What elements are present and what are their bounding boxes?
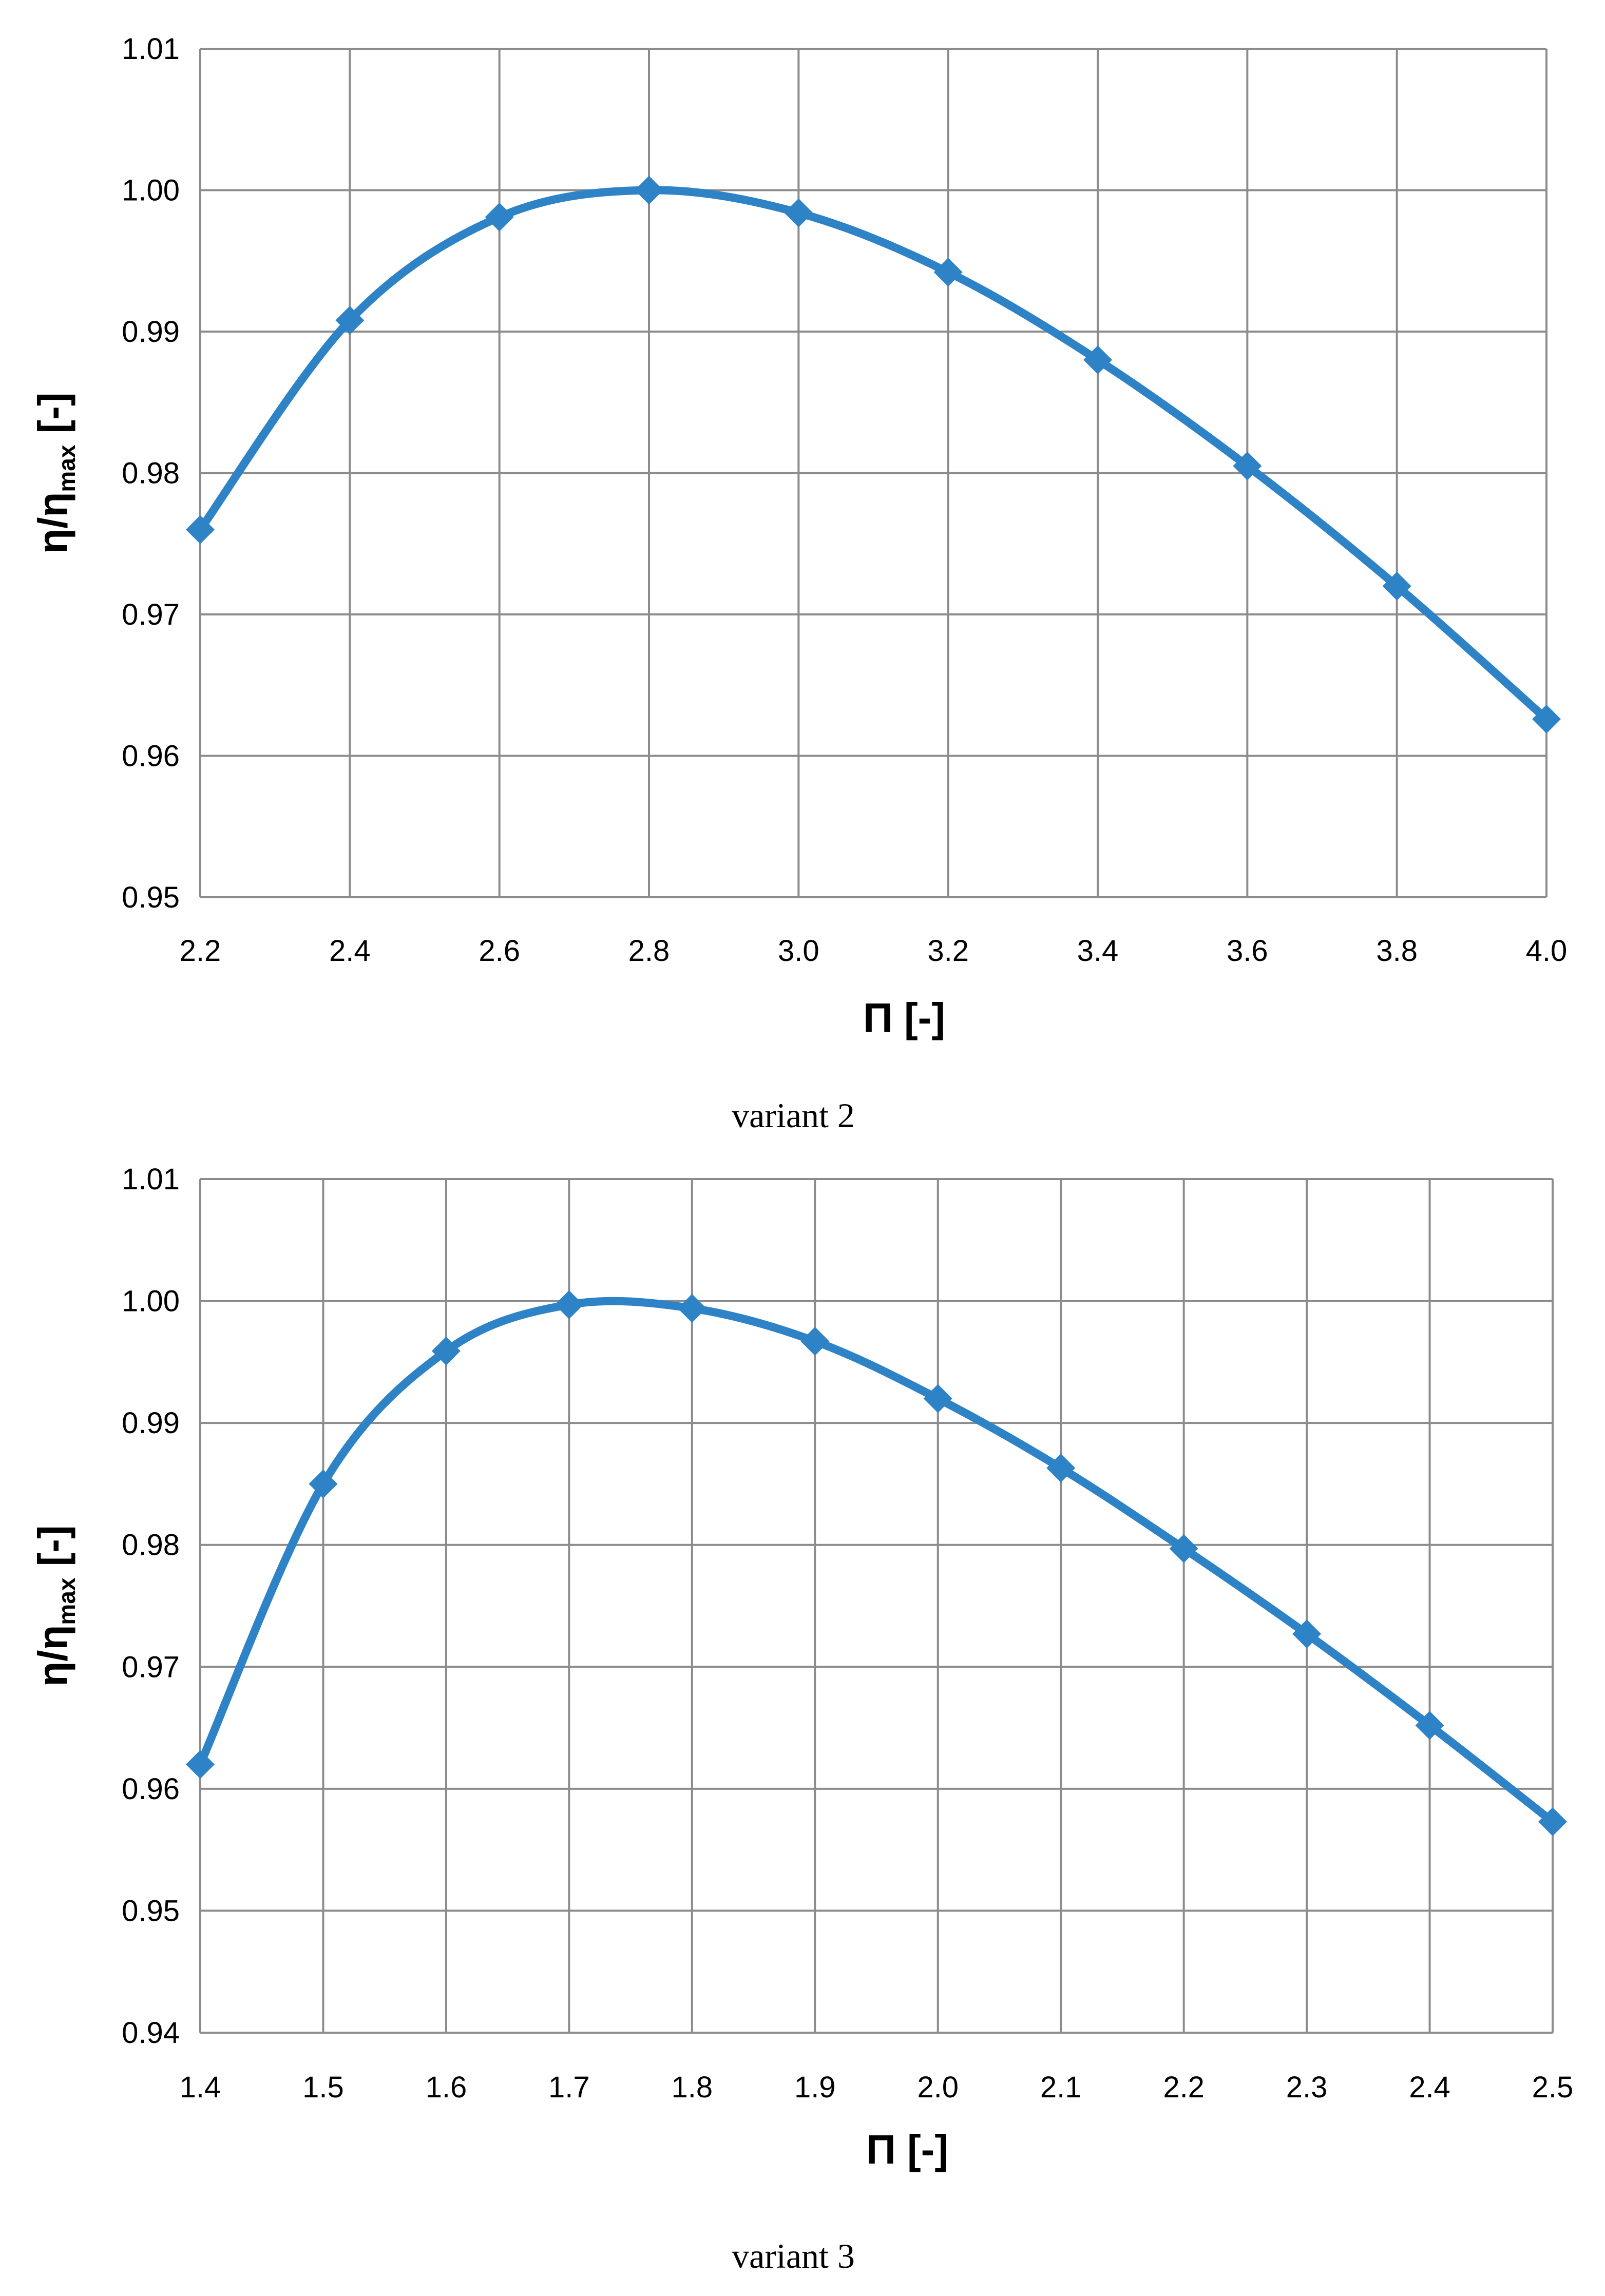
x-tick-label: 1.9	[794, 2071, 836, 2104]
x-tick-label: 1.5	[302, 2071, 344, 2104]
x-tick-label: 4.0	[1526, 934, 1568, 968]
x-axis-label: Π [-]	[866, 2127, 948, 2172]
x-tick-label: 2.0	[917, 2071, 959, 2104]
data-point-marker	[186, 1750, 215, 1779]
y-tick-label: 0.95	[122, 881, 180, 914]
x-tick-label: 2.2	[180, 934, 221, 968]
x-tick-label: 2.5	[1532, 2071, 1574, 2104]
y-tick-label: 0.96	[122, 1772, 180, 1806]
data-point-marker	[677, 1294, 706, 1323]
x-tick-label: 1.8	[671, 2071, 713, 2104]
data-point-marker	[784, 198, 813, 227]
y-axis-label-subscript: max	[53, 1577, 80, 1625]
chart-caption: variant 2	[732, 1096, 855, 1135]
data-point-marker	[335, 305, 365, 335]
y-axis-label-subscript: max	[53, 445, 80, 492]
x-tick-label: 2.8	[628, 934, 670, 968]
data-point-marker	[1538, 1807, 1567, 1837]
y-axis-label-suffix: [-]	[30, 1525, 75, 1577]
y-tick-label: 0.98	[122, 1529, 180, 1562]
y-tick-label: 1.00	[122, 174, 180, 207]
data-point-marker	[1532, 704, 1561, 734]
y-tick-label: 0.95	[122, 1894, 180, 1927]
x-tick-label: 2.4	[1409, 2071, 1450, 2104]
y-tick-label: 0.94	[122, 2016, 180, 2050]
y-tick-label: 0.99	[122, 1406, 180, 1440]
data-point-marker	[635, 176, 663, 205]
x-tick-label: 3.2	[927, 934, 969, 968]
data-point-marker	[923, 1384, 952, 1413]
y-tick-label: 1.00	[122, 1285, 180, 1318]
x-tick-label: 2.4	[329, 934, 371, 968]
y-axis-label: η/ηmax [-]	[30, 1525, 80, 1686]
data-point-marker	[431, 1336, 461, 1365]
y-tick-label: 0.97	[122, 1650, 180, 1684]
chart-caption: variant 3	[732, 2236, 855, 2275]
series-line	[196, 186, 1551, 723]
y-tick-label: 1.01	[122, 1163, 180, 1196]
data-point-marker	[485, 202, 514, 231]
x-tick-label: 1.7	[548, 2071, 590, 2104]
x-tick-label: 3.4	[1077, 934, 1119, 968]
y-tick-label: 0.96	[122, 740, 180, 773]
x-tick-label: 1.6	[426, 2071, 467, 2104]
data-point-marker	[1083, 345, 1112, 375]
data-point-marker	[309, 1469, 338, 1498]
x-tick-label: 2.6	[479, 934, 520, 968]
y-axis-label-base: η/η	[30, 1625, 75, 1687]
x-tick-label: 2.2	[1163, 2071, 1205, 2104]
data-point-marker	[186, 515, 215, 544]
data-point-marker	[1292, 1619, 1322, 1649]
y-axis-label-base: η/η	[30, 492, 75, 554]
data-point-marker	[800, 1326, 830, 1356]
x-tick-label: 3.0	[778, 934, 819, 968]
y-axis-label-suffix: [-]	[30, 392, 75, 445]
y-tick-label: 0.99	[122, 315, 180, 349]
y-axis-label: η/ηmax [-]	[30, 392, 80, 553]
data-point-marker	[1382, 571, 1411, 601]
x-axis-label: Π [-]	[863, 995, 945, 1040]
series-line	[196, 1297, 1557, 1826]
data-point-marker	[1046, 1454, 1076, 1483]
y-tick-label: 1.01	[122, 32, 180, 66]
data-point-marker	[1415, 1711, 1444, 1740]
chart-variant-3: 1.4 1.5 1.6 1.7 1.8 1.9 2.0 2.1 2.2 2.3 2.4 2.5 0.94…	[30, 1163, 1573, 2275]
data-point-marker	[933, 258, 963, 287]
x-tick-label: 1.4	[180, 2071, 221, 2104]
data-point-marker	[1169, 1534, 1198, 1563]
data-point-marker	[1233, 451, 1262, 480]
x-tick-label: 3.8	[1376, 934, 1418, 968]
data-point-marker	[555, 1290, 584, 1319]
x-tick-label: 2.1	[1040, 2071, 1082, 2104]
y-tick-label: 0.97	[122, 598, 180, 631]
x-tick-label: 2.3	[1286, 2071, 1328, 2104]
y-tick-label: 0.98	[122, 457, 180, 490]
chart-variant-2: 2.2 2.4 2.6 2.8 3.0 3.2 3.4 3.6 3.8 4.0 0.95 0.96 0.…	[30, 32, 1567, 1135]
x-tick-label: 3.6	[1227, 934, 1268, 968]
